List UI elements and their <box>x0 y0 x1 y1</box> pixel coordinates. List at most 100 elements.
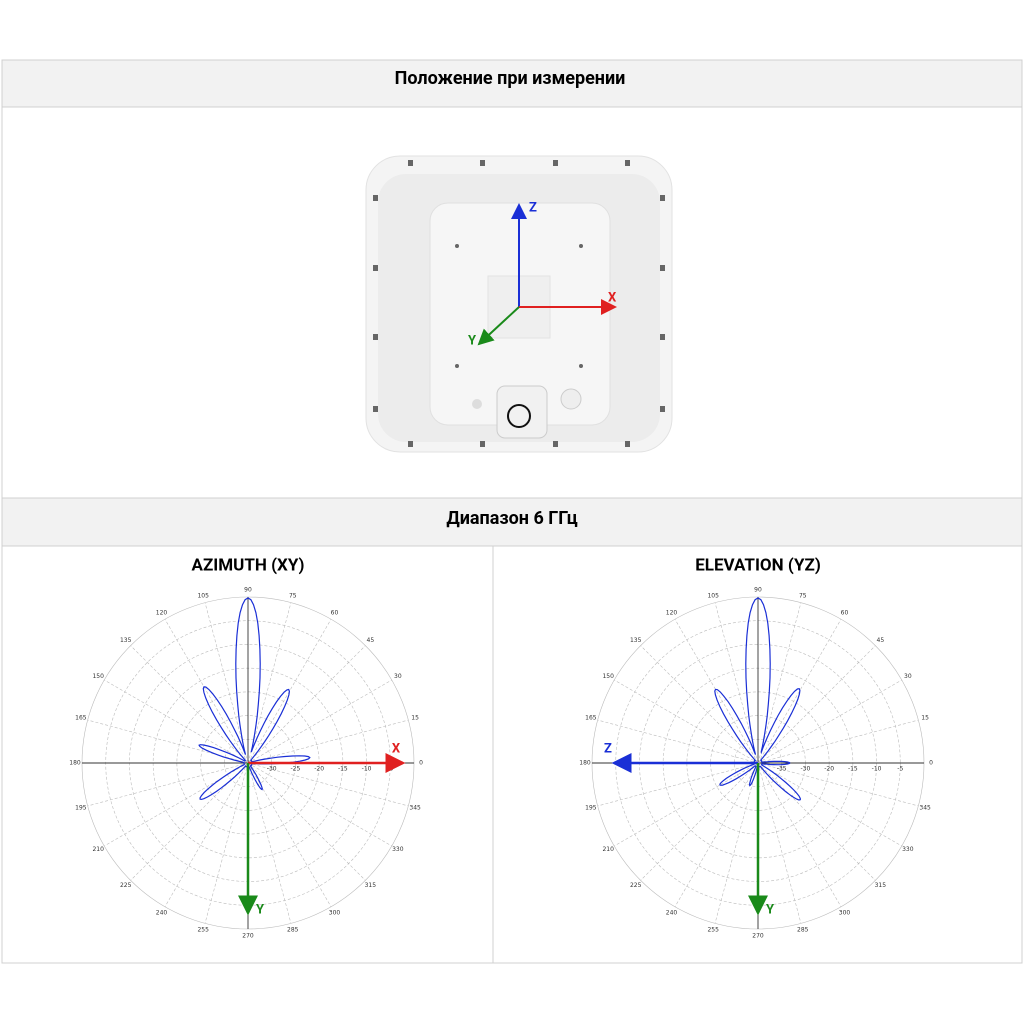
grid-spoke <box>597 762 759 807</box>
grid-spoke <box>757 762 842 907</box>
angle-label: 75 <box>289 592 297 599</box>
grid-spoke <box>674 762 759 907</box>
grid-spoke <box>757 762 802 924</box>
radial-label: -20 <box>824 766 834 773</box>
angle-label: 135 <box>630 637 642 644</box>
radial-label: -10 <box>362 766 372 773</box>
angle-label: 75 <box>799 592 807 599</box>
axis-label: Y <box>766 902 775 917</box>
angle-label: 180 <box>579 760 591 767</box>
angle-label: 315 <box>875 882 887 889</box>
grid-spoke <box>204 602 249 764</box>
angle-label: 180 <box>69 760 81 767</box>
grid-spoke <box>714 602 759 764</box>
grid-spoke <box>614 679 759 764</box>
angle-label: 240 <box>666 909 678 916</box>
radial-label: -35 <box>777 766 787 773</box>
angle-label: 270 <box>752 933 764 940</box>
grid-spoke <box>757 762 919 807</box>
section-title: Диапазон 6 ГГц <box>446 508 577 529</box>
radial-label: -20 <box>314 766 324 773</box>
angle-label: 345 <box>919 804 931 811</box>
axis-label: Y <box>468 333 477 348</box>
angle-label: 195 <box>585 804 597 811</box>
axis-label: Z <box>604 741 612 756</box>
grid-spoke <box>640 645 759 764</box>
angle-label: 285 <box>287 927 299 934</box>
radial-label: -30 <box>801 766 811 773</box>
angle-label: 30 <box>394 673 402 680</box>
angle-label: 15 <box>921 715 929 722</box>
axis-label: X <box>608 290 617 305</box>
angle-label: 315 <box>365 882 377 889</box>
angle-label: 210 <box>602 846 614 853</box>
angle-label: 105 <box>707 592 719 599</box>
angle-label: 105 <box>197 592 209 599</box>
angle-label: 255 <box>707 927 719 934</box>
grid-spoke <box>164 762 249 907</box>
angle-label: 60 <box>841 610 849 617</box>
plot-title: ELEVATION (YZ) <box>695 555 821 575</box>
angle-label: 45 <box>877 637 885 644</box>
grid-spoke <box>247 679 392 764</box>
grid-spoke <box>757 645 876 764</box>
grid-spoke <box>757 719 919 764</box>
angle-label: 210 <box>92 846 104 853</box>
radial-label: -5 <box>387 766 393 773</box>
angle-label: 255 <box>197 927 209 934</box>
angle-label: 240 <box>156 909 168 916</box>
angle-label: 165 <box>585 715 597 722</box>
axis-label: Y <box>256 902 265 917</box>
angle-label: 345 <box>409 804 421 811</box>
angle-label: 195 <box>75 804 87 811</box>
angle-label: 225 <box>630 882 642 889</box>
grid-spoke <box>757 602 802 764</box>
grid-spoke <box>757 762 876 881</box>
grid-spoke <box>247 645 366 764</box>
angle-label: 120 <box>666 610 678 617</box>
angle-label: 300 <box>839 909 851 916</box>
axis-label: Z <box>529 200 537 215</box>
device-photo: Z X Y <box>365 155 673 453</box>
angle-label: 165 <box>75 715 87 722</box>
angle-label: 0 <box>929 760 933 767</box>
grid-spoke <box>714 762 759 924</box>
radial-label: -30 <box>267 766 277 773</box>
angle-label: 150 <box>92 673 104 680</box>
angle-label: 15 <box>411 715 419 722</box>
grid-spoke <box>130 645 249 764</box>
angle-label: 60 <box>331 610 339 617</box>
radial-label: -15 <box>848 766 858 773</box>
angle-label: 45 <box>367 637 375 644</box>
grid-spoke <box>247 762 366 881</box>
grid-spoke <box>247 762 409 807</box>
angle-label: 225 <box>120 882 132 889</box>
angle-label: 150 <box>602 673 614 680</box>
axis-label: X <box>392 741 401 756</box>
grid-spoke <box>757 679 902 764</box>
grid-spoke <box>247 602 292 764</box>
grid-spoke <box>640 762 759 881</box>
plot-title: AZIMUTH (XY) <box>192 555 305 575</box>
grid-spoke <box>674 619 759 764</box>
radial-label: -25 <box>291 766 301 773</box>
grid-spoke <box>204 762 249 924</box>
section-title: Положение при измерении <box>395 68 626 89</box>
angle-label: 30 <box>904 673 912 680</box>
grid-spoke <box>247 762 392 847</box>
grid-spoke <box>614 762 759 847</box>
grid-spoke <box>164 619 249 764</box>
angle-label: 0 <box>419 760 423 767</box>
angle-label: 90 <box>754 587 762 594</box>
grid-spoke <box>597 719 759 764</box>
grid-spoke <box>247 719 409 764</box>
radial-label: -5 <box>897 766 903 773</box>
angle-label: 120 <box>156 610 168 617</box>
angle-label: 330 <box>392 846 404 853</box>
angle-label: 300 <box>329 909 341 916</box>
grid-spoke <box>104 679 249 764</box>
angle-label: 270 <box>242 933 254 940</box>
radial-label: -10 <box>872 766 882 773</box>
angle-label: 330 <box>902 846 914 853</box>
